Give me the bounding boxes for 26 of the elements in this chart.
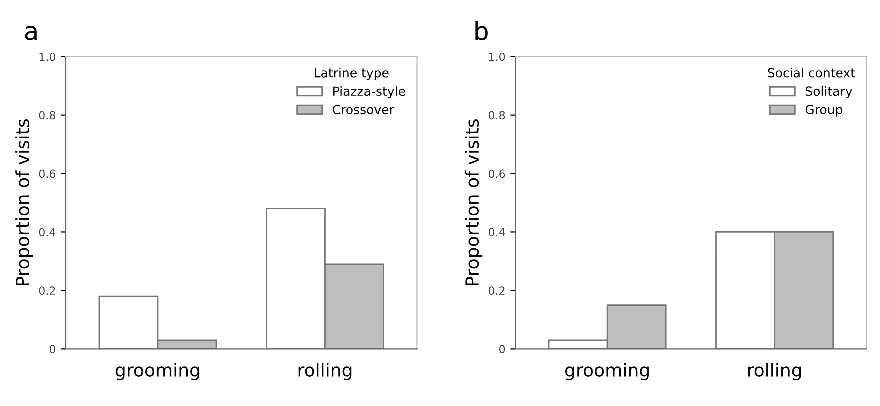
y-tick-label: 0.2 [488, 286, 505, 296]
x-tick-label: rolling [298, 363, 352, 381]
legend-title: Social context [768, 68, 856, 78]
y-tick-label: 0.6 [39, 170, 56, 178]
y-tick-label: 0.6 [488, 170, 506, 178]
legend-label: Piazza-style [334, 86, 406, 99]
y-tick-label: 0.4 [488, 228, 506, 237]
legend-title: Latrine type [315, 68, 389, 80]
legend-label: Group [806, 105, 843, 117]
legend-label: Solitary [806, 86, 852, 99]
x-tick-label: rolling [748, 363, 802, 381]
y-tick-label: 0.8 [488, 111, 506, 120]
legend-label: Crossover [333, 105, 394, 114]
chart-title: b [476, 21, 488, 41]
y-tick-label: 0.2 [39, 286, 56, 296]
y-tick-label: 1.0 [489, 52, 506, 62]
y-tick-label: 1.0 [40, 52, 56, 62]
y-axis-title: Proportion of visits [16, 120, 34, 286]
x-tick-label: grooming [116, 363, 200, 381]
y-tick-label: 0.8 [39, 111, 56, 120]
y-axis-title: Proportion of visits [465, 120, 483, 286]
y-tick-label: 0.4 [39, 228, 56, 237]
y-tick-label: 0 [50, 345, 56, 354]
x-tick-label: grooming [566, 363, 649, 381]
chart-title: a [25, 26, 37, 41]
y-tick-label: 0 [500, 345, 506, 354]
